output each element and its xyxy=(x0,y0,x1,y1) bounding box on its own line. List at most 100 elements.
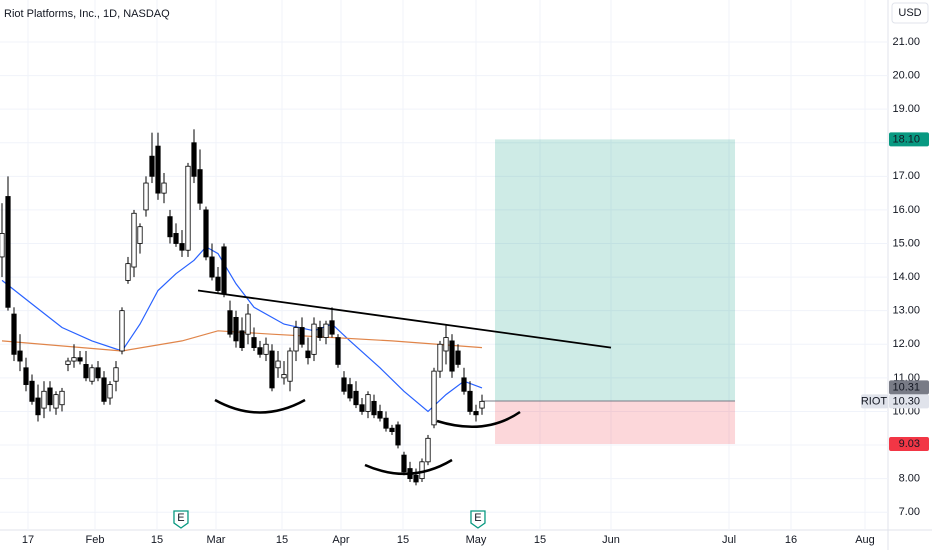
candle-body xyxy=(137,226,143,244)
candle-body xyxy=(293,327,299,352)
candle-body xyxy=(371,400,377,416)
x-tick-label: Apr xyxy=(332,534,349,546)
y-tick-label: 17.00 xyxy=(892,170,920,182)
candle-body xyxy=(5,196,11,308)
loss-zone xyxy=(495,401,736,445)
candle-body xyxy=(107,384,113,399)
profit-zone xyxy=(495,139,736,402)
candle-body xyxy=(23,367,29,385)
x-tick-label: 15 xyxy=(397,534,409,546)
candle-body xyxy=(11,313,17,355)
price-tag xyxy=(889,380,929,395)
candle-body xyxy=(437,343,443,372)
price-tag-label: 10.31 xyxy=(892,381,920,393)
candle-body xyxy=(191,142,197,177)
x-tick-label: Feb xyxy=(86,534,105,546)
candle-body xyxy=(275,360,281,369)
candle-body xyxy=(269,350,275,389)
candle-body xyxy=(389,427,395,432)
candle-body xyxy=(251,337,257,349)
candle-body xyxy=(425,437,431,463)
x-tick-label: May xyxy=(466,534,487,546)
candle-body xyxy=(71,357,77,362)
candle-body xyxy=(479,400,485,409)
y-tick-label: 14.00 xyxy=(892,271,920,283)
x-tick-label: Jun xyxy=(602,534,620,546)
x-tick-label: 15 xyxy=(534,534,546,546)
left-shoulder-curve xyxy=(214,398,306,414)
plot xyxy=(0,129,736,486)
candle-body xyxy=(143,182,149,211)
candle-body xyxy=(287,350,293,382)
earnings-marker xyxy=(173,510,189,529)
candle-body xyxy=(305,350,311,359)
y-tick-label: 8.00 xyxy=(899,473,920,485)
candle-body xyxy=(419,461,425,480)
candle-body xyxy=(443,337,449,352)
x-tick-label: Mar xyxy=(207,534,226,546)
candle-body xyxy=(83,364,89,379)
candle-body xyxy=(47,387,53,406)
currency-button[interactable] xyxy=(891,2,929,24)
candle-body xyxy=(95,367,101,379)
candle-body xyxy=(359,404,365,412)
candle-body xyxy=(239,330,245,349)
x-tick-label: 15 xyxy=(276,534,288,546)
candle-body xyxy=(323,323,329,338)
candle-body xyxy=(155,145,161,194)
candle-body xyxy=(179,243,185,251)
candle-body xyxy=(41,390,47,409)
price-tag xyxy=(889,394,929,409)
candle-body xyxy=(353,390,359,406)
symbol-tag xyxy=(861,394,888,409)
candle-body xyxy=(203,209,209,258)
candle-body xyxy=(77,357,83,362)
candle-body xyxy=(65,360,71,365)
x-tick-label: 16 xyxy=(785,534,797,546)
candle-body xyxy=(383,417,389,429)
candle-body xyxy=(467,390,473,412)
candle-body xyxy=(89,367,95,382)
pattern-drawings xyxy=(214,398,521,476)
candle-body xyxy=(125,263,131,281)
candle-body xyxy=(413,474,419,483)
candle-body xyxy=(167,216,173,238)
candle-body xyxy=(257,347,263,355)
candle-body xyxy=(245,313,251,335)
moving-average xyxy=(1,330,483,352)
candle-body xyxy=(365,394,371,412)
candle-body xyxy=(311,323,317,355)
candle-body xyxy=(17,350,23,362)
moving-average xyxy=(1,246,483,413)
candle-body xyxy=(29,380,35,402)
candle-body xyxy=(473,411,479,416)
y-tick-label: 15.00 xyxy=(892,237,920,249)
candle-body xyxy=(209,256,215,278)
candle-body xyxy=(455,350,461,365)
candle-body xyxy=(197,169,203,204)
candle-body xyxy=(161,182,167,194)
price-tag xyxy=(889,132,929,147)
candle-body xyxy=(233,316,239,342)
candle-body xyxy=(119,310,125,352)
y-tick-label: 20.00 xyxy=(892,69,920,81)
candle-body xyxy=(227,310,233,335)
y-tick-label: 12.00 xyxy=(892,338,920,350)
symbol-tag-label: RIOT xyxy=(861,395,888,407)
candle-body xyxy=(173,233,179,244)
candle-body xyxy=(299,327,305,345)
candle-body xyxy=(281,374,287,379)
chart-title: Riot Platforms, Inc., 1D, NASDAQ xyxy=(4,8,170,20)
candle-body xyxy=(215,276,221,291)
price-tag xyxy=(889,437,929,452)
y-tick-label: 13.00 xyxy=(892,305,920,317)
candle-body xyxy=(335,337,341,365)
price-tag-label: 18.10 xyxy=(892,133,920,145)
earnings-label: E xyxy=(177,512,184,524)
head-curve xyxy=(364,458,453,476)
y-tick-label: 19.00 xyxy=(892,103,920,115)
right-shoulder-curve xyxy=(436,410,521,429)
candle-body xyxy=(221,246,227,295)
candle-body xyxy=(263,343,269,355)
